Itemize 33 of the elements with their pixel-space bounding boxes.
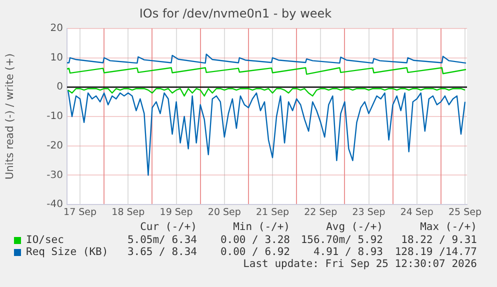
text: 3.65 / 8.34 bbox=[127, 246, 197, 258]
y-tick-label: 0 bbox=[56, 82, 63, 93]
text: Cur (-/+) bbox=[140, 221, 197, 233]
x-tick-label: 17 Sep bbox=[64, 206, 97, 218]
x-tick-label: 18 Sep bbox=[112, 206, 145, 218]
x-tick-label: 24 Sep bbox=[400, 206, 434, 218]
y-axis-title: Units read (-) / write (+) bbox=[4, 53, 16, 180]
text: Max (-/+) bbox=[420, 221, 477, 233]
x-tick-label: 25 Sep bbox=[448, 206, 482, 218]
x-tick-label: 23 Sep bbox=[352, 206, 386, 218]
y-tick-label: -10 bbox=[46, 111, 63, 122]
text: 0.00 / 3.28 bbox=[220, 234, 290, 246]
text: 4.91 / 8.93 bbox=[313, 246, 383, 258]
y-tick-label: -20 bbox=[46, 140, 63, 152]
y-tick-label: 20 bbox=[50, 22, 63, 34]
text: 128.19 /14.77 bbox=[394, 246, 477, 258]
x-tick-label: 19 Sep bbox=[160, 206, 193, 218]
legend-label: Req Size (KB) bbox=[26, 246, 108, 258]
x-tick-label: 20 Sep bbox=[208, 206, 241, 218]
text: 0.00 / 6.92 bbox=[220, 246, 290, 258]
legend-label: IO/sec bbox=[26, 234, 64, 246]
x-tick-label: 21 Sep bbox=[256, 206, 290, 218]
chart-title: IOs for /dev/nvme0n1 - by week bbox=[139, 6, 332, 20]
text: 5.05m/ 6.34 bbox=[127, 234, 197, 246]
y-tick-label: -40 bbox=[46, 199, 63, 210]
text: Last update: Fri Sep 25 12:30:07 2026 bbox=[243, 258, 477, 270]
text: Avg (-/+) bbox=[326, 221, 383, 233]
y-tick-label: 10 bbox=[50, 52, 63, 64]
text: Min (-/+) bbox=[233, 221, 290, 233]
x-tick-label: 22 Sep bbox=[304, 206, 338, 218]
text: 156.70m/ 5.92 bbox=[300, 234, 383, 246]
y-tick-label: -30 bbox=[46, 170, 63, 181]
text: 18.22 / 9.31 bbox=[401, 234, 477, 246]
